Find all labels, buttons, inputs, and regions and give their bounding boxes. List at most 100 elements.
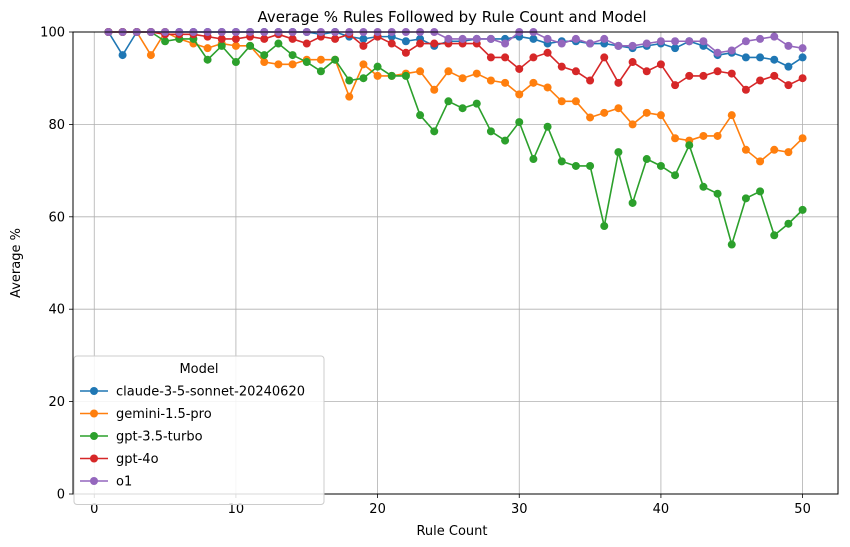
data-point [515, 90, 524, 99]
data-point [784, 41, 793, 50]
data-point [260, 58, 269, 67]
data-point [586, 76, 595, 85]
data-point [784, 62, 793, 71]
data-point [529, 34, 538, 43]
data-point [699, 37, 708, 46]
data-point [217, 34, 226, 43]
data-point [246, 41, 255, 50]
x-tick-label: 10 [228, 502, 245, 517]
legend-items: claude-3-5-sonnet-20240620 gemini-1.5-pro… [80, 385, 305, 490]
plot-area-frame [72, 31, 839, 495]
y-tick-label: 20 [48, 395, 65, 410]
data-point [316, 55, 325, 64]
y-tick-label: 0 [57, 488, 65, 503]
data-point [231, 34, 240, 43]
data-point [784, 219, 793, 228]
data-point [600, 108, 609, 117]
data-point [444, 97, 453, 106]
data-point [472, 99, 481, 108]
data-point [373, 71, 382, 80]
data-point [316, 67, 325, 76]
data-point [741, 145, 750, 154]
data-point [699, 131, 708, 140]
data-point [387, 39, 396, 48]
data-point [741, 37, 750, 46]
data-point [741, 194, 750, 203]
data-point [713, 67, 722, 76]
data-point [671, 37, 680, 46]
data-point [671, 81, 680, 90]
data-point [288, 34, 297, 43]
legend-item: gemini-1.5-pro [80, 407, 212, 422]
data-point [557, 39, 566, 48]
data-point [798, 134, 807, 143]
x-tick-label: 40 [653, 502, 670, 517]
data-point [656, 161, 665, 170]
data-point [727, 111, 736, 120]
data-point [217, 41, 226, 50]
data-point [600, 34, 609, 43]
y-tick-label: 80 [48, 118, 65, 133]
legend-swatch-marker [90, 432, 98, 440]
data-point [260, 51, 269, 60]
data-point [770, 55, 779, 64]
data-point [642, 108, 651, 117]
data-point [770, 71, 779, 80]
data-point [274, 39, 283, 48]
data-point [472, 34, 481, 43]
data-point [161, 37, 170, 46]
data-point [501, 53, 510, 62]
legend-label: gemini-1.5-pro [116, 407, 212, 422]
data-point [770, 231, 779, 240]
data-point [586, 39, 595, 48]
data-point [444, 67, 453, 76]
data-point [656, 111, 665, 120]
data-point [501, 78, 510, 87]
x-tick-label: 20 [369, 502, 386, 517]
data-point [557, 97, 566, 106]
data-point [416, 67, 425, 76]
data-point [770, 32, 779, 41]
legend-item: o1 [80, 475, 132, 490]
data-point [146, 51, 155, 60]
data-point [571, 67, 580, 76]
x-tick-label: 0 [90, 502, 98, 517]
legend-label: claude-3-5-sonnet-20240620 [116, 385, 305, 400]
data-point [458, 34, 467, 43]
data-point [713, 131, 722, 140]
data-point [557, 157, 566, 166]
data-point [628, 198, 637, 207]
data-point [798, 44, 807, 53]
data-point [756, 157, 765, 166]
data-point [359, 34, 368, 43]
data-point [713, 48, 722, 57]
y-axis-title: Average % [9, 228, 24, 298]
data-point [798, 53, 807, 62]
data-point [586, 113, 595, 122]
data-point [614, 78, 623, 87]
series-gpt-3.5-turbo [104, 28, 807, 249]
data-point [331, 34, 340, 43]
legend-item: claude-3-5-sonnet-20240620 [80, 385, 305, 400]
data-point [685, 37, 694, 46]
legend-label: o1 [116, 475, 132, 490]
data-point [430, 85, 439, 94]
data-point [458, 74, 467, 83]
data-point [685, 71, 694, 80]
data-point [628, 120, 637, 129]
data-point [557, 62, 566, 71]
data-point [203, 55, 212, 64]
data-point [741, 85, 750, 94]
data-point [430, 127, 439, 136]
data-point [642, 67, 651, 76]
data-point [486, 34, 495, 43]
data-point [529, 53, 538, 62]
data-point [756, 187, 765, 196]
data-point [699, 182, 708, 191]
data-point [118, 51, 127, 60]
data-point [529, 78, 538, 87]
data-point [614, 104, 623, 113]
data-point [401, 37, 410, 46]
data-point [359, 41, 368, 50]
